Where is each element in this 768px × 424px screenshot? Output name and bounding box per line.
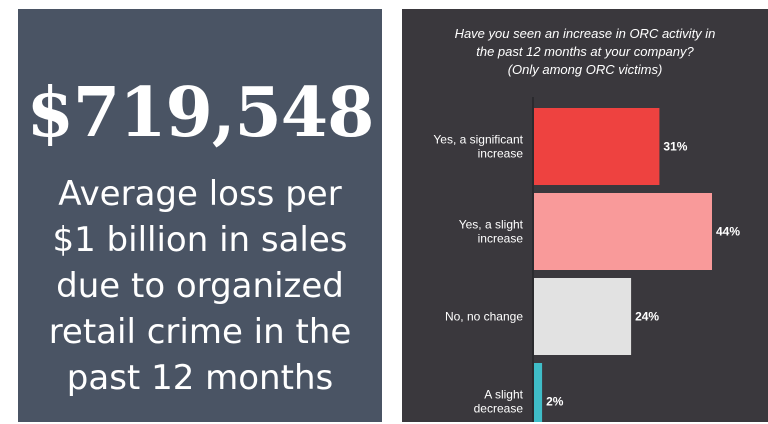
chart-title-line: the past 12 months at your company? xyxy=(476,44,694,59)
bar-chart: 31% Yes, a significant increase 44% Yes, a s… xyxy=(433,97,740,422)
stat-caption-line: due to organized xyxy=(56,266,344,306)
stat-caption-line: $1 billion in sales xyxy=(52,220,348,260)
bar-value-label: 2% xyxy=(546,395,564,409)
stat-caption-line: past 12 months xyxy=(66,358,334,398)
bar-1 xyxy=(534,193,712,270)
bar-3 xyxy=(534,363,543,422)
bar-0 xyxy=(534,108,660,185)
bar-value-label: 44% xyxy=(716,225,740,239)
bar-category-label: No, no change xyxy=(445,310,523,324)
stat-caption-line: Average loss per xyxy=(58,174,342,214)
bar-category-label: A slight decrease xyxy=(474,388,524,416)
bar-value-label: 31% xyxy=(663,140,687,154)
chart-title-line: (Only among ORC victims) xyxy=(507,62,663,77)
bar-category-label: Yes, a significant increase xyxy=(433,133,523,161)
bar-2 xyxy=(534,278,632,355)
bar-value-label: 24% xyxy=(635,310,659,324)
chart-panel: Have you seen an increase in ORC activit… xyxy=(402,9,768,422)
stat-value: $719,548 xyxy=(26,73,375,153)
stat-caption: Average loss per $1 billion in sales due… xyxy=(28,171,372,401)
stat-caption-line: retail crime in the xyxy=(48,312,352,352)
chart-title: Have you seen an increase in ORC activit… xyxy=(402,25,768,79)
chart-title-line: Have you seen an increase in ORC activit… xyxy=(454,26,716,41)
bar-category-label: Yes, a slight increase xyxy=(459,218,524,246)
stat-panel: $719,548 Average loss per $1 billion in … xyxy=(18,9,382,422)
